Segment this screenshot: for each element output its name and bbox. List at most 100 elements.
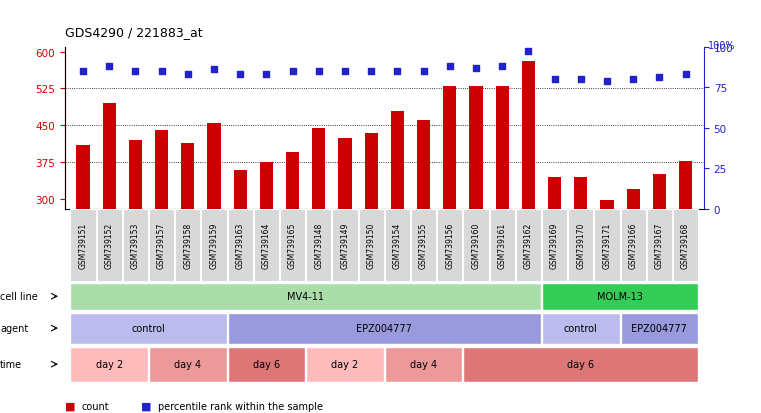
Bar bbox=[181, 143, 194, 209]
Point bbox=[260, 72, 272, 78]
Text: GDS4290 / 221883_at: GDS4290 / 221883_at bbox=[65, 26, 202, 39]
Text: GSM739162: GSM739162 bbox=[524, 223, 533, 268]
Text: GSM739159: GSM739159 bbox=[209, 222, 218, 269]
FancyBboxPatch shape bbox=[306, 209, 331, 282]
Point bbox=[77, 69, 89, 75]
Text: GSM739164: GSM739164 bbox=[262, 222, 271, 269]
Bar bbox=[470, 87, 482, 209]
Bar bbox=[679, 161, 693, 209]
Text: MOLM-13: MOLM-13 bbox=[597, 292, 643, 301]
Text: 100%: 100% bbox=[708, 40, 735, 50]
Text: GSM739153: GSM739153 bbox=[131, 222, 140, 269]
Point bbox=[522, 49, 534, 56]
Bar bbox=[443, 87, 457, 209]
Text: EPZ004777: EPZ004777 bbox=[632, 323, 687, 333]
Bar bbox=[260, 163, 273, 209]
Text: ■: ■ bbox=[141, 401, 151, 411]
Text: day 4: day 4 bbox=[174, 359, 202, 369]
Bar bbox=[600, 201, 613, 209]
Bar bbox=[339, 138, 352, 209]
FancyBboxPatch shape bbox=[228, 347, 305, 382]
FancyBboxPatch shape bbox=[647, 209, 672, 282]
Text: GSM739168: GSM739168 bbox=[681, 223, 690, 268]
FancyBboxPatch shape bbox=[489, 209, 514, 282]
Text: GSM739163: GSM739163 bbox=[236, 222, 245, 269]
Text: control: control bbox=[132, 323, 165, 333]
Point bbox=[496, 64, 508, 70]
FancyBboxPatch shape bbox=[621, 209, 646, 282]
FancyBboxPatch shape bbox=[463, 209, 489, 282]
Text: GSM739171: GSM739171 bbox=[603, 223, 612, 268]
Bar bbox=[208, 123, 221, 209]
Text: GSM739149: GSM739149 bbox=[340, 222, 349, 269]
Bar bbox=[76, 146, 90, 209]
Bar bbox=[626, 190, 640, 209]
Text: GSM739154: GSM739154 bbox=[393, 222, 402, 269]
Bar bbox=[234, 170, 247, 209]
FancyBboxPatch shape bbox=[175, 209, 200, 282]
Point bbox=[391, 69, 403, 75]
Text: GSM739148: GSM739148 bbox=[314, 223, 323, 268]
FancyBboxPatch shape bbox=[673, 209, 698, 282]
FancyBboxPatch shape bbox=[280, 209, 305, 282]
FancyBboxPatch shape bbox=[358, 209, 384, 282]
Bar bbox=[365, 133, 377, 209]
Point bbox=[653, 75, 665, 81]
Text: control: control bbox=[564, 323, 597, 333]
Point bbox=[287, 69, 299, 75]
Point bbox=[365, 69, 377, 75]
Bar bbox=[312, 128, 326, 209]
Text: GSM739151: GSM739151 bbox=[78, 223, 88, 268]
FancyBboxPatch shape bbox=[542, 283, 698, 310]
FancyBboxPatch shape bbox=[333, 209, 358, 282]
FancyBboxPatch shape bbox=[568, 209, 594, 282]
Point bbox=[339, 69, 351, 75]
FancyBboxPatch shape bbox=[254, 209, 279, 282]
Bar bbox=[495, 87, 509, 209]
FancyBboxPatch shape bbox=[71, 347, 148, 382]
Bar bbox=[103, 104, 116, 209]
Point bbox=[313, 69, 325, 75]
Text: GSM739150: GSM739150 bbox=[367, 222, 376, 269]
Text: cell line: cell line bbox=[0, 292, 38, 301]
Text: percentile rank within the sample: percentile rank within the sample bbox=[158, 401, 323, 411]
Bar bbox=[286, 153, 299, 209]
FancyBboxPatch shape bbox=[149, 209, 174, 282]
Text: GSM739165: GSM739165 bbox=[288, 222, 297, 269]
Text: agent: agent bbox=[0, 323, 28, 333]
Text: GSM739156: GSM739156 bbox=[445, 222, 454, 269]
FancyBboxPatch shape bbox=[306, 347, 384, 382]
Text: day 4: day 4 bbox=[410, 359, 437, 369]
Point bbox=[155, 69, 167, 75]
Text: ■: ■ bbox=[65, 401, 75, 411]
Text: day 2: day 2 bbox=[96, 359, 123, 369]
FancyBboxPatch shape bbox=[71, 313, 227, 344]
Point bbox=[418, 69, 430, 75]
Point bbox=[234, 72, 247, 78]
Text: GSM739166: GSM739166 bbox=[629, 222, 638, 269]
FancyBboxPatch shape bbox=[228, 313, 541, 344]
FancyBboxPatch shape bbox=[411, 209, 436, 282]
Text: GSM739161: GSM739161 bbox=[498, 223, 507, 268]
FancyBboxPatch shape bbox=[594, 209, 619, 282]
Point bbox=[103, 64, 116, 70]
Bar bbox=[391, 111, 404, 209]
Text: GSM739169: GSM739169 bbox=[550, 222, 559, 269]
Text: GSM739157: GSM739157 bbox=[157, 222, 166, 269]
Bar bbox=[575, 178, 587, 209]
Point bbox=[444, 64, 456, 70]
Text: day 6: day 6 bbox=[253, 359, 280, 369]
Bar bbox=[548, 178, 561, 209]
Bar bbox=[417, 121, 430, 209]
Point bbox=[208, 67, 220, 74]
FancyBboxPatch shape bbox=[542, 313, 619, 344]
Point bbox=[601, 78, 613, 85]
Text: MV4-11: MV4-11 bbox=[287, 292, 324, 301]
Text: GSM739152: GSM739152 bbox=[105, 223, 113, 268]
Bar bbox=[129, 141, 142, 209]
Point bbox=[680, 72, 692, 78]
Text: EPZ004777: EPZ004777 bbox=[356, 323, 412, 333]
Point bbox=[470, 65, 482, 72]
Text: count: count bbox=[81, 401, 109, 411]
Point bbox=[575, 76, 587, 83]
